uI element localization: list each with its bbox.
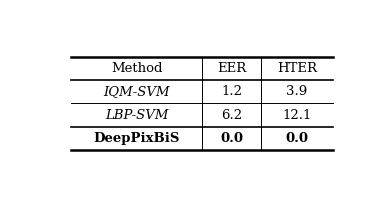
Text: DeepPixBiS: DeepPixBiS — [93, 132, 180, 145]
Text: 1.2: 1.2 — [221, 85, 242, 98]
Text: LBP-SVM: LBP-SVM — [105, 109, 168, 121]
Text: 0.0: 0.0 — [220, 132, 243, 145]
Text: EER: EER — [217, 62, 246, 75]
Text: 0.0: 0.0 — [286, 132, 309, 145]
Text: 3.9: 3.9 — [287, 85, 308, 98]
Text: IQM-SVM: IQM-SVM — [103, 85, 170, 98]
Text: 12.1: 12.1 — [282, 109, 312, 121]
Text: Method: Method — [111, 62, 162, 75]
Text: HTER: HTER — [277, 62, 317, 75]
Text: 6.2: 6.2 — [221, 109, 242, 121]
